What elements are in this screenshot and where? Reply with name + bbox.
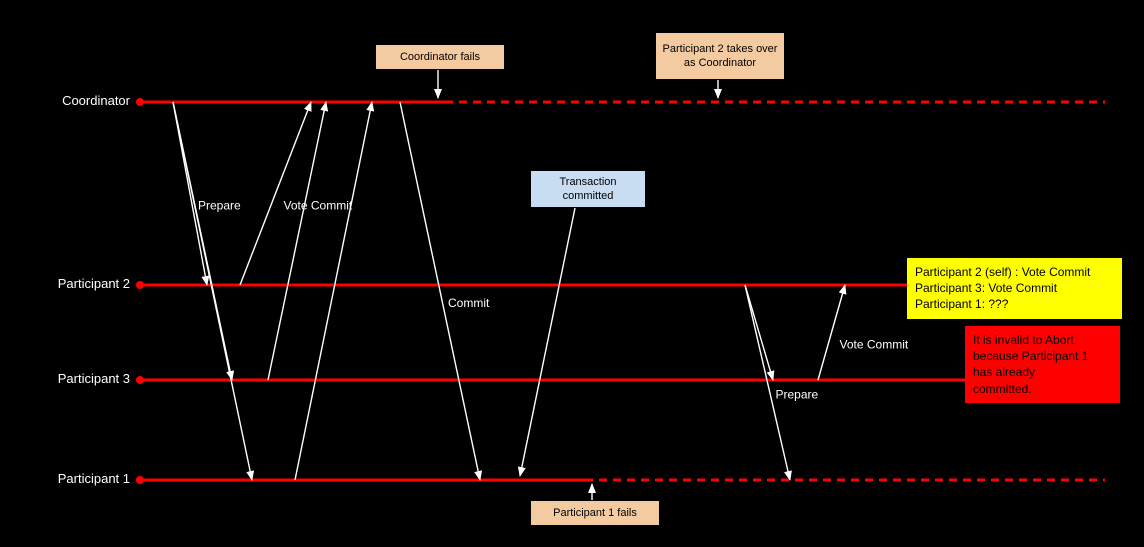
prep2-p2-to-p3: [745, 285, 773, 380]
vote-p3-to-c: [268, 102, 326, 380]
note-p2-takes-over: Participant 2 takes over as Coordinator: [655, 32, 785, 80]
vote2-p3-to-p2: [818, 285, 845, 380]
note-participant1-fails: Participant 1 fails: [530, 500, 660, 526]
votes-line: Participant 2 (self) : Vote Commit: [915, 264, 1114, 280]
votes-summary-box: Participant 2 (self) : Vote CommitPartic…: [907, 258, 1122, 319]
lane-start-participant3: [136, 376, 144, 384]
lane-start-coordinator: [136, 98, 144, 106]
vote-p2-to-c: [240, 102, 311, 285]
tx-note-to-p1: [520, 208, 575, 476]
arrow-label: Vote Commit: [284, 199, 353, 213]
invalid-abort-line: It is invalid to Abort: [973, 332, 1112, 348]
commit-c-to-p1: [400, 102, 480, 480]
lane-label-coordinator: Coordinator: [10, 93, 130, 108]
prep2-p2-to-p1: [745, 285, 790, 480]
arrow-label: Prepare: [776, 388, 819, 402]
vote-p1-to-c: [295, 102, 372, 480]
lane-label-participant3: Participant 3: [10, 371, 130, 386]
invalid-abort-line: has already: [973, 364, 1112, 380]
arrow-label: Prepare: [198, 199, 241, 213]
note-transaction-committed: Transaction committed: [530, 170, 646, 208]
votes-line: Participant 3: Vote Commit: [915, 280, 1114, 296]
lane-label-participant1: Participant 1: [10, 471, 130, 486]
invalid-abort-line: because Participant 1: [973, 348, 1112, 364]
votes-line: Participant 1: ???: [915, 296, 1114, 312]
invalid-abort-line: committed.: [973, 381, 1112, 397]
lane-label-participant2: Participant 2: [10, 276, 130, 291]
arrow-label: Commit: [448, 296, 490, 310]
invalid-abort-box: It is invalid to Abortbecause Participan…: [965, 326, 1120, 403]
note-coordinator-fails: Coordinator fails: [375, 44, 505, 70]
arrow-label: Vote Commit: [840, 338, 909, 352]
prep-c-to-p1: [173, 102, 252, 480]
lane-start-participant2: [136, 281, 144, 289]
lane-start-participant1: [136, 476, 144, 484]
